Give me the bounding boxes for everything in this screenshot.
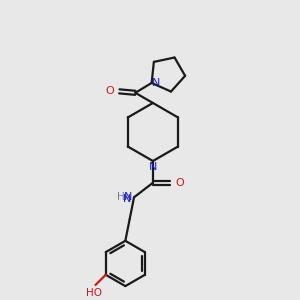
Text: N: N bbox=[124, 192, 133, 202]
Text: N: N bbox=[152, 78, 160, 88]
Text: O: O bbox=[176, 178, 184, 188]
Text: O: O bbox=[105, 86, 114, 96]
Text: HO: HO bbox=[86, 288, 102, 298]
Text: N: N bbox=[123, 194, 131, 204]
Text: H: H bbox=[123, 194, 131, 204]
Text: H: H bbox=[117, 192, 125, 202]
Text: N: N bbox=[149, 163, 157, 172]
